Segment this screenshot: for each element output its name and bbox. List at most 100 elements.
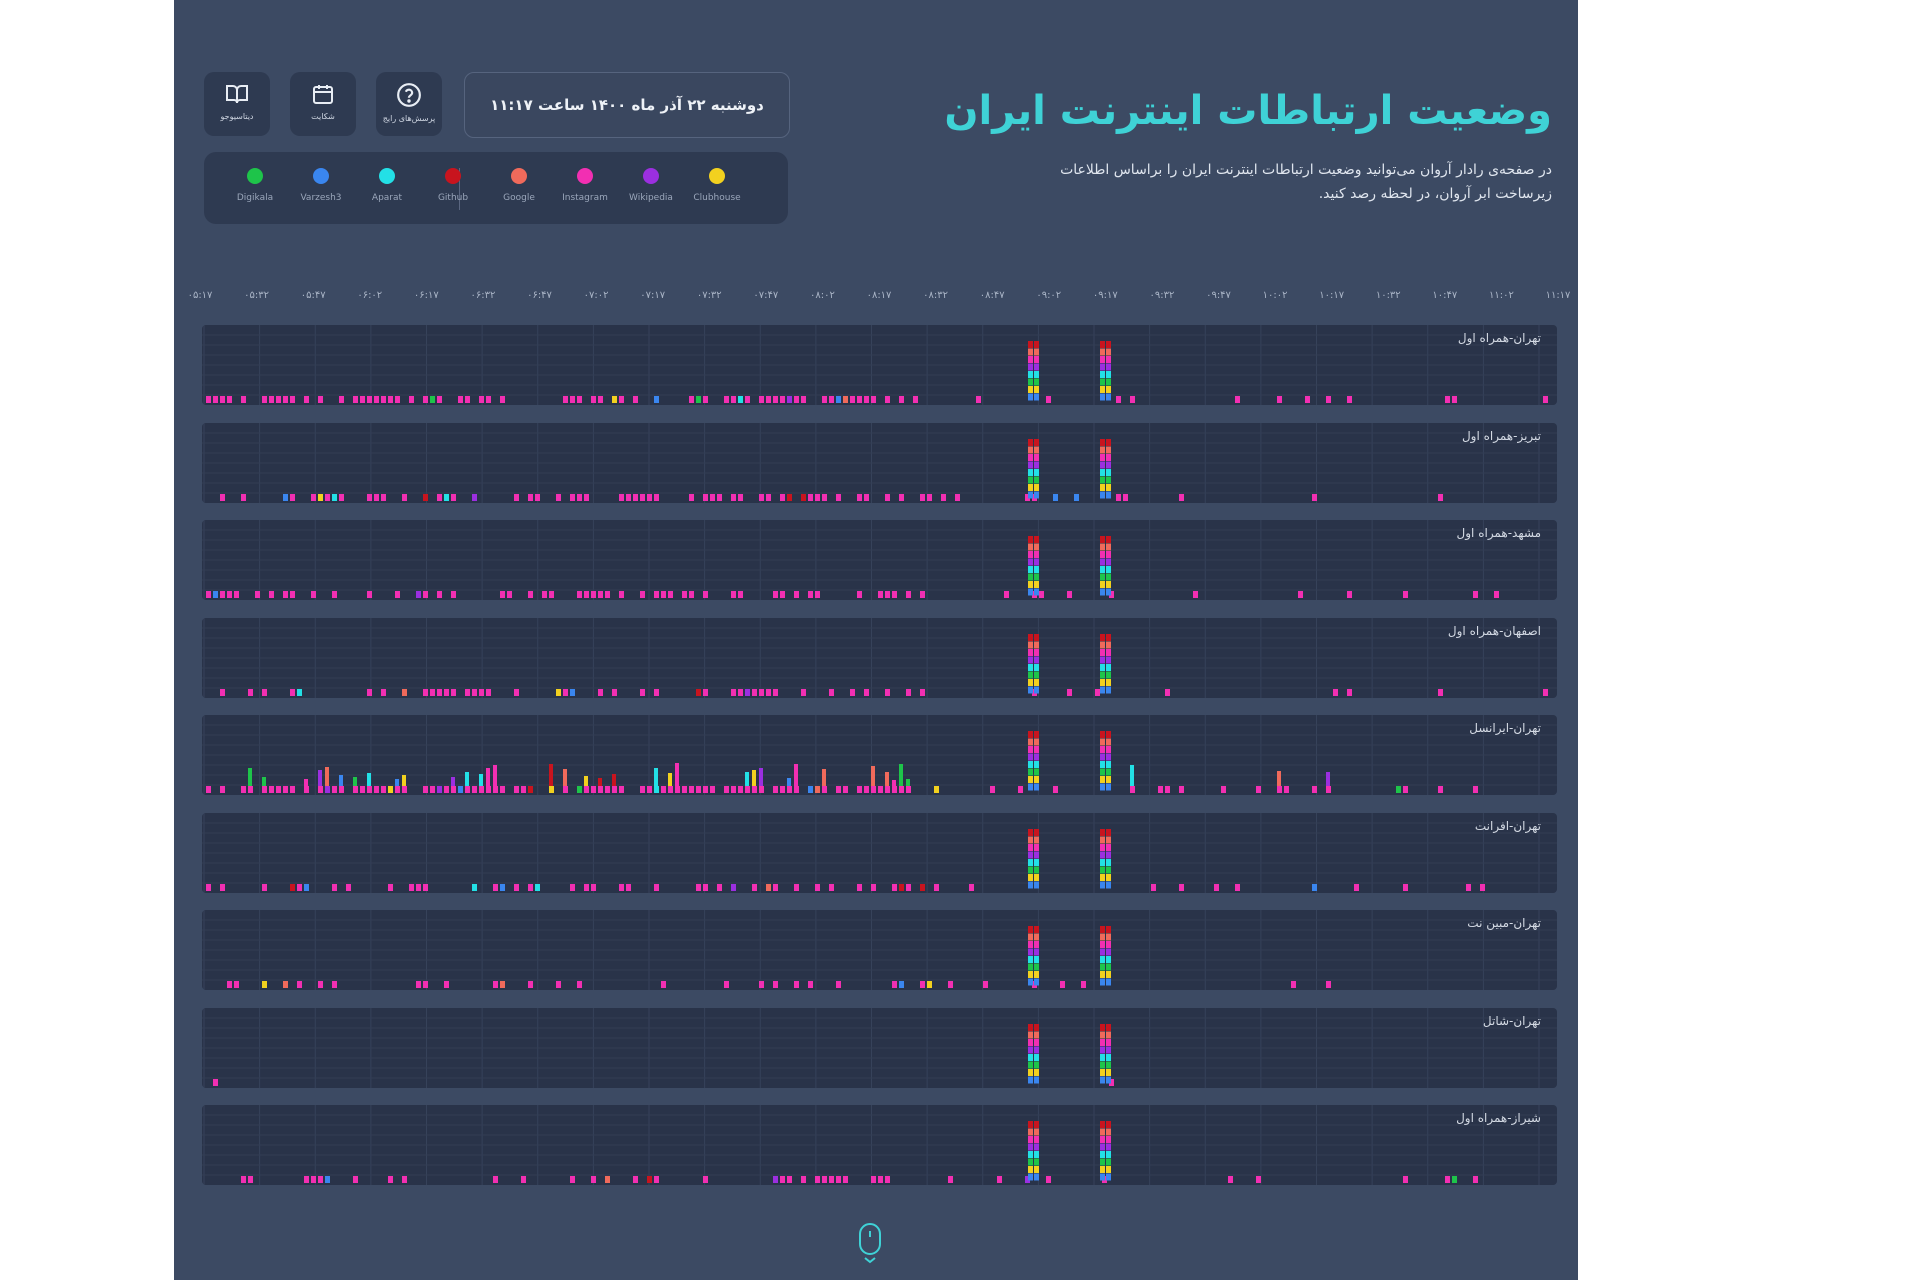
- isp-panel-chart: [202, 617, 1557, 698]
- status-bar: [682, 786, 687, 793]
- status-bar: [423, 688, 428, 696]
- outage-bar: [1034, 783, 1039, 791]
- isp-panel[interactable]: تهران-افرانت: [202, 812, 1557, 893]
- legend-item-wikipedia[interactable]: Wikipedia: [618, 168, 684, 203]
- status-bar: [899, 764, 903, 786]
- status-bar: [1004, 591, 1009, 598]
- status-bar: [654, 493, 659, 501]
- status-bar: [899, 981, 904, 988]
- status-bar: [570, 1176, 575, 1183]
- status-bar: [248, 786, 253, 793]
- isp-panel[interactable]: مشهد-همراه اول: [202, 520, 1557, 600]
- outage-bar: [1100, 566, 1105, 573]
- outage-bar: [1034, 678, 1039, 686]
- status-bar: [787, 778, 791, 786]
- status-bar: [563, 688, 568, 696]
- legend-item-varzesh3[interactable]: Varzesh3: [288, 168, 354, 203]
- isp-panel[interactable]: تهران-مبین نت: [202, 910, 1557, 990]
- status-bar: [717, 883, 722, 891]
- outage-bar: [1034, 1068, 1039, 1076]
- status-bar: [1053, 786, 1058, 793]
- outage-bar: [1028, 356, 1033, 363]
- outage-bar: [1028, 978, 1033, 986]
- calendar-button[interactable]: شکایت: [290, 72, 356, 136]
- status-bar: [332, 591, 337, 598]
- status-bar: [584, 591, 589, 598]
- legend-item-github[interactable]: Github: [420, 168, 486, 203]
- status-bar: [388, 883, 393, 891]
- outage-bar: [1034, 971, 1039, 978]
- status-bar: [549, 591, 554, 598]
- status-bar: [444, 981, 449, 988]
- outage-bar: [1106, 1136, 1111, 1143]
- outage-bar: [1100, 836, 1105, 843]
- status-bar: [423, 493, 428, 501]
- outage-bar: [1028, 783, 1033, 791]
- outage-bar: [1028, 656, 1033, 663]
- status-bar: [297, 883, 302, 891]
- isp-panel[interactable]: تهران-شاتل: [202, 1007, 1557, 1088]
- status-bar: [1025, 1176, 1030, 1183]
- status-bar: [213, 396, 218, 403]
- status-bar: [584, 776, 588, 786]
- outage-bar: [1100, 843, 1105, 851]
- legend-item-instagram[interactable]: Instagram: [552, 168, 618, 203]
- outage-bar: [1028, 1068, 1033, 1076]
- outage-bar: [1106, 671, 1111, 678]
- outage-bar: [1034, 1136, 1039, 1143]
- status-bar: [577, 786, 582, 793]
- isp-panel-chart: [202, 1007, 1557, 1088]
- status-bar: [703, 688, 708, 696]
- status-bar: [367, 688, 372, 696]
- isp-panel-chart: [202, 812, 1557, 893]
- legend-item-aparat[interactable]: Aparat: [354, 168, 420, 203]
- status-bar: [409, 883, 414, 891]
- status-bar: [878, 786, 883, 793]
- isp-panel[interactable]: شیراز-همراه اول: [202, 1105, 1557, 1185]
- guide-button[interactable]: دیتاسیوجو: [204, 72, 270, 136]
- status-bar: [661, 591, 666, 598]
- time-tick: ۰۹:۴۷: [1206, 290, 1231, 301]
- status-bar: [577, 493, 582, 501]
- status-bar: [269, 396, 274, 403]
- outage-bar: [1106, 393, 1111, 401]
- isp-panel[interactable]: تبریز-همراه اول: [202, 422, 1557, 503]
- status-bar: [605, 591, 610, 598]
- status-bar: [311, 1176, 316, 1183]
- status-bar: [773, 883, 778, 891]
- status-bar: [1095, 688, 1100, 696]
- isp-panel[interactable]: اصفهان-همراه اول: [202, 617, 1557, 698]
- status-bar: [906, 779, 910, 786]
- status-bar: [773, 786, 778, 793]
- isp-label: شیراز-همراه اول: [1456, 1111, 1541, 1125]
- status-bar: [780, 493, 785, 501]
- status-bar: [1277, 396, 1282, 403]
- status-bar: [836, 786, 841, 793]
- isp-panel[interactable]: تهران-همراه اول: [202, 325, 1557, 405]
- outage-bar: [1106, 828, 1111, 836]
- faq-button[interactable]: پرسش‌های رایج: [376, 72, 442, 136]
- legend-item-digikala[interactable]: Digikala: [222, 168, 288, 203]
- outage-bar: [1100, 656, 1105, 663]
- outage-bar: [1106, 963, 1111, 971]
- isp-panel[interactable]: تهران-ایرانسل: [202, 715, 1557, 795]
- status-bar: [283, 981, 288, 988]
- status-bar: [1130, 765, 1134, 786]
- status-bar: [640, 591, 645, 598]
- legend-item-clubhouse[interactable]: Clubhouse: [684, 168, 750, 203]
- outage-bar: [1106, 836, 1111, 843]
- outage-bar: [1034, 453, 1039, 461]
- outage-bar: [1100, 543, 1105, 551]
- status-bar: [640, 786, 645, 793]
- status-bar: [794, 883, 799, 891]
- status-bar: [598, 591, 603, 598]
- status-bar: [969, 883, 974, 891]
- status-bar: [640, 493, 645, 501]
- status-bar: [262, 396, 267, 403]
- outage-bar: [1034, 686, 1039, 693]
- outage-bar: [1028, 926, 1033, 933]
- outage-bar: [1034, 1173, 1039, 1181]
- status-bar: [472, 786, 477, 793]
- legend-item-google[interactable]: Google: [486, 168, 552, 203]
- status-bar: [1179, 786, 1184, 793]
